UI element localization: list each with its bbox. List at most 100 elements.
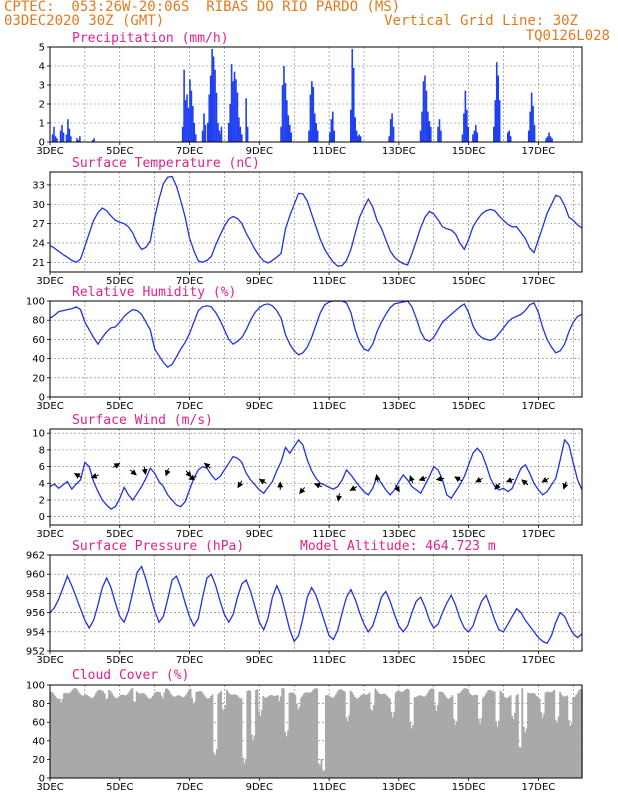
cloud-bar bbox=[359, 695, 362, 778]
precip-bar bbox=[203, 113, 205, 142]
precip-bar bbox=[219, 134, 221, 142]
cloud-bar bbox=[512, 718, 515, 778]
cloud-bar bbox=[505, 698, 508, 778]
y-tick-label: 100 bbox=[26, 297, 45, 308]
precip-bar bbox=[214, 69, 216, 142]
cloud-bar bbox=[307, 692, 310, 778]
precip-bar bbox=[330, 119, 333, 142]
x-tick-label: 9DEC bbox=[246, 146, 273, 157]
wind-panel: 0 2 4 6 8 10 3DEC 5DEC 7DEC 9DEC 11DEC 13DEC 15DEC 17… bbox=[32, 413, 583, 540]
cloud-bar bbox=[383, 693, 385, 778]
x-tick-label: 17DEC bbox=[522, 782, 556, 793]
x-tick-label: 3DEC bbox=[36, 276, 63, 287]
cloud-bar bbox=[115, 698, 118, 778]
cloud-bar bbox=[228, 693, 231, 778]
y-tick-label: 954 bbox=[26, 627, 45, 638]
cloud-bar bbox=[141, 693, 144, 778]
cloud-bar bbox=[313, 688, 316, 778]
wind-vector-arrow bbox=[418, 475, 427, 482]
cloud-bar bbox=[176, 695, 179, 778]
precip-bar bbox=[389, 119, 392, 142]
y-tick-label: 962 bbox=[26, 551, 45, 562]
cloud-bar bbox=[368, 692, 371, 778]
cloud-bar bbox=[256, 689, 259, 778]
x-tick-label: 3DEC bbox=[36, 655, 63, 666]
precip-bar bbox=[183, 69, 185, 142]
cloud-bar bbox=[391, 717, 394, 778]
cloud-bar bbox=[301, 695, 304, 778]
cloud-bar bbox=[195, 691, 198, 778]
cloud-bar bbox=[343, 691, 346, 778]
cloud-bar bbox=[160, 695, 163, 778]
cloud-bar bbox=[163, 692, 166, 778]
cloud-bar bbox=[362, 694, 365, 778]
x-tick-label: 9DEC bbox=[246, 782, 273, 793]
precip-bar bbox=[422, 81, 425, 142]
x-tick-label: 9DEC bbox=[246, 401, 273, 412]
cloud-bar bbox=[564, 696, 567, 778]
cloud-bar bbox=[288, 692, 291, 778]
cloud-bar bbox=[311, 690, 314, 778]
cloud-bar bbox=[116, 697, 119, 778]
wind-vector-arrow bbox=[541, 476, 550, 483]
x-tick-label: 11DEC bbox=[312, 146, 346, 157]
cloud-bar bbox=[314, 688, 317, 778]
cloud-bar bbox=[231, 694, 234, 778]
cloud-bar bbox=[199, 691, 202, 778]
precip-bar bbox=[424, 75, 426, 142]
cloud-bar bbox=[125, 695, 128, 778]
y-tick-label: 0 bbox=[39, 138, 45, 149]
cloud-bar bbox=[428, 690, 431, 778]
precip-bar bbox=[352, 67, 355, 142]
cloud-bar bbox=[66, 693, 68, 778]
precip-bar bbox=[392, 126, 395, 142]
panel-frame bbox=[49, 684, 583, 779]
cloud-bar bbox=[515, 695, 518, 778]
x-tick-label: 5DEC bbox=[106, 401, 133, 412]
cloud-bar bbox=[518, 746, 521, 778]
precip-bar bbox=[476, 132, 479, 142]
precip-bar bbox=[93, 138, 95, 142]
cloud-bar bbox=[202, 694, 205, 778]
precip-bar bbox=[77, 140, 80, 142]
precip-bar bbox=[438, 119, 441, 142]
cloud-bar bbox=[220, 690, 223, 778]
cloud-bar bbox=[358, 697, 361, 778]
cloud-bar bbox=[569, 725, 572, 778]
precip-bar bbox=[212, 56, 215, 142]
cloud-bar bbox=[531, 693, 534, 778]
cloud-bar bbox=[329, 696, 332, 778]
cloud-bar bbox=[495, 721, 497, 778]
cloud-bar bbox=[253, 735, 256, 778]
precip-bar bbox=[217, 123, 219, 142]
cloud-bar bbox=[463, 688, 465, 778]
cloud-bar bbox=[447, 698, 449, 778]
precip-bar bbox=[358, 134, 361, 142]
y-tick-label: 80 bbox=[32, 699, 45, 710]
rh-panel: 0 20 40 60 80 100 3DEC 5DEC 7DEC 9DEC 11DEC 13DEC 15… bbox=[26, 285, 583, 412]
cloud-bar bbox=[435, 710, 438, 778]
cloud-bar bbox=[240, 698, 243, 778]
cloud-bar bbox=[336, 691, 339, 778]
cloud-bar bbox=[410, 728, 413, 778]
cloud-bar bbox=[134, 701, 137, 778]
precip-bar bbox=[287, 115, 290, 142]
precip-bar bbox=[527, 130, 530, 142]
cloud-bar bbox=[224, 705, 227, 778]
precip-bar bbox=[493, 126, 495, 142]
cloud-bar bbox=[537, 697, 540, 778]
precip-bar bbox=[356, 138, 359, 142]
cloud-bar bbox=[154, 692, 157, 778]
wind-vector-arrow bbox=[562, 481, 569, 490]
cloud-bar bbox=[460, 691, 463, 778]
precip-bar bbox=[309, 94, 312, 142]
y-tick-label: 0 bbox=[39, 512, 45, 523]
cloud-bar bbox=[511, 716, 513, 778]
cloud-bar bbox=[516, 694, 519, 778]
cloud-bar bbox=[192, 703, 195, 778]
wind-vector-arrow bbox=[521, 479, 529, 486]
precip-bar bbox=[220, 126, 223, 142]
precip-bar bbox=[461, 134, 464, 142]
cloud-bar bbox=[548, 692, 551, 778]
